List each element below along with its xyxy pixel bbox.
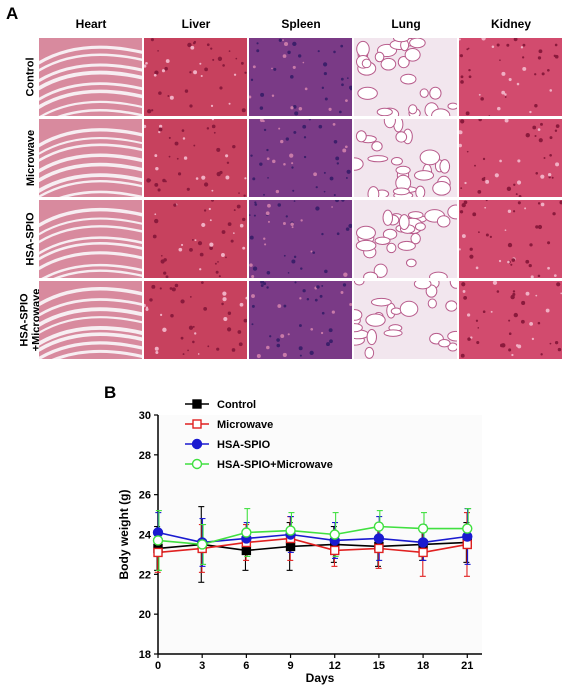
tissue-image-heart-row-2: [39, 119, 142, 197]
row-label-control-text: Control: [25, 57, 38, 97]
legend-marker-control: [192, 399, 202, 409]
data-point-hsa-spio-microwave: [373, 521, 385, 532]
column-label-liver: Liver: [181, 17, 211, 31]
column-label-heart: Heart: [75, 17, 107, 31]
x-tick-label: 6: [243, 660, 249, 672]
x-tick-label: 3: [199, 660, 205, 672]
row-label-microwave: Microwave: [24, 119, 38, 197]
x-tick-label: 12: [329, 660, 341, 672]
series-line-control: [157, 541, 468, 552]
column-label-spleen: Spleen: [281, 17, 321, 31]
tissue-image-liver-row-2: [144, 119, 247, 197]
y-tick-label: 24: [139, 530, 152, 542]
legend-label-hsa-spio-microwave: HSA-SPIO+Microwave: [217, 459, 333, 471]
tissue-image-kidney-row-1: [459, 38, 562, 116]
data-point-microwave: [374, 543, 384, 554]
y-tick-label: 30: [139, 410, 151, 422]
panel-a-letter: A: [6, 4, 19, 23]
data-point-microwave: [330, 545, 340, 556]
data-point-control: [241, 545, 252, 556]
series-line-hsa-spio-microwave: [157, 525, 468, 546]
row-label-hsa-spio-text: HSA-SPIO: [25, 212, 37, 266]
tissue-image-heart-row-3: [39, 200, 142, 278]
tissue-image-lung-row-1: [354, 38, 457, 116]
data-point-hsa-spio-microwave: [417, 523, 429, 534]
column-label-lung: Lung: [391, 17, 421, 31]
tissue-image-spleen-row-2: [249, 119, 352, 197]
plot-area: [158, 415, 482, 654]
x-axis-label: Days: [306, 671, 335, 685]
legend-label-microwave: Microwave: [217, 419, 273, 431]
y-tick-label: 18: [139, 649, 151, 661]
legend-marker-microwave: [192, 419, 202, 429]
data-point-hsa-spio-microwave: [152, 535, 164, 546]
data-point-hsa-spio: [417, 537, 429, 548]
tissue-image-liver-row-4: [144, 281, 247, 359]
data-point-control: [285, 541, 296, 552]
data-point-hsa-spio-microwave: [329, 529, 340, 540]
panel-b-letter: B: [104, 383, 117, 402]
tissue-image-heart-row-4: [39, 281, 142, 359]
tissue-image-spleen-row-1: [249, 38, 352, 116]
tissue-image-spleen-row-4: [249, 281, 352, 359]
tissue-image-spleen-row-3: [249, 200, 352, 278]
y-tick-label: 22: [139, 569, 151, 581]
x-tick-label: 15: [373, 660, 385, 672]
data-point-hsa-spio-microwave: [462, 523, 473, 534]
tissue-image-liver-row-1: [144, 38, 247, 116]
row-label-control: Control: [24, 38, 38, 116]
series-line-microwave: [157, 537, 468, 554]
x-tick-label: 21: [461, 660, 473, 672]
row-label-microwave-text: Microwave: [25, 129, 37, 187]
x-tick-label: 18: [417, 660, 429, 672]
tissue-image-liver-row-3: [144, 200, 247, 278]
row-label-hsa-spio: HSA-SPIO: [24, 200, 38, 278]
y-tick-label: 26: [139, 490, 151, 502]
tissue-image-kidney-row-3: [459, 200, 562, 278]
data-point-hsa-spio-microwave: [196, 539, 208, 550]
legend-marker-hsa-spio-microwave: [191, 458, 203, 470]
body-weight-chart: 0 3 6 9 12 15 18 21 18 20 22 24 26 28 30 Days Body weigh…: [117, 399, 482, 685]
legend-label-hsa-spio: HSA-SPIO: [217, 439, 271, 451]
data-point-hsa-spio-microwave: [285, 525, 296, 536]
column-label-kidney: Kidney: [490, 17, 531, 31]
data-point-microwave: [153, 547, 163, 558]
legend-label-control: Control: [217, 399, 256, 411]
legend-marker-hsa-spio: [191, 438, 203, 450]
y-tick-label: 28: [139, 450, 151, 462]
data-point-hsa-spio-microwave: [241, 527, 252, 538]
tissue-image-kidney-row-2: [459, 119, 562, 197]
x-tick-label: 0: [155, 660, 161, 672]
y-axis-label: Body weight (g): [117, 490, 131, 580]
tissue-image-kidney-row-4: [459, 281, 562, 359]
data-point-hsa-spio: [373, 533, 385, 544]
tissue-image-heart-row-1: [39, 38, 142, 116]
tissue-image-lung-row-4: [354, 281, 457, 359]
tissue-image-lung-row-2: [354, 119, 457, 197]
x-tick-label: 9: [287, 660, 293, 672]
y-tick-label: 20: [139, 609, 151, 621]
tissue-image-lung-row-3: [354, 200, 457, 278]
data-point-microwave: [418, 547, 428, 558]
